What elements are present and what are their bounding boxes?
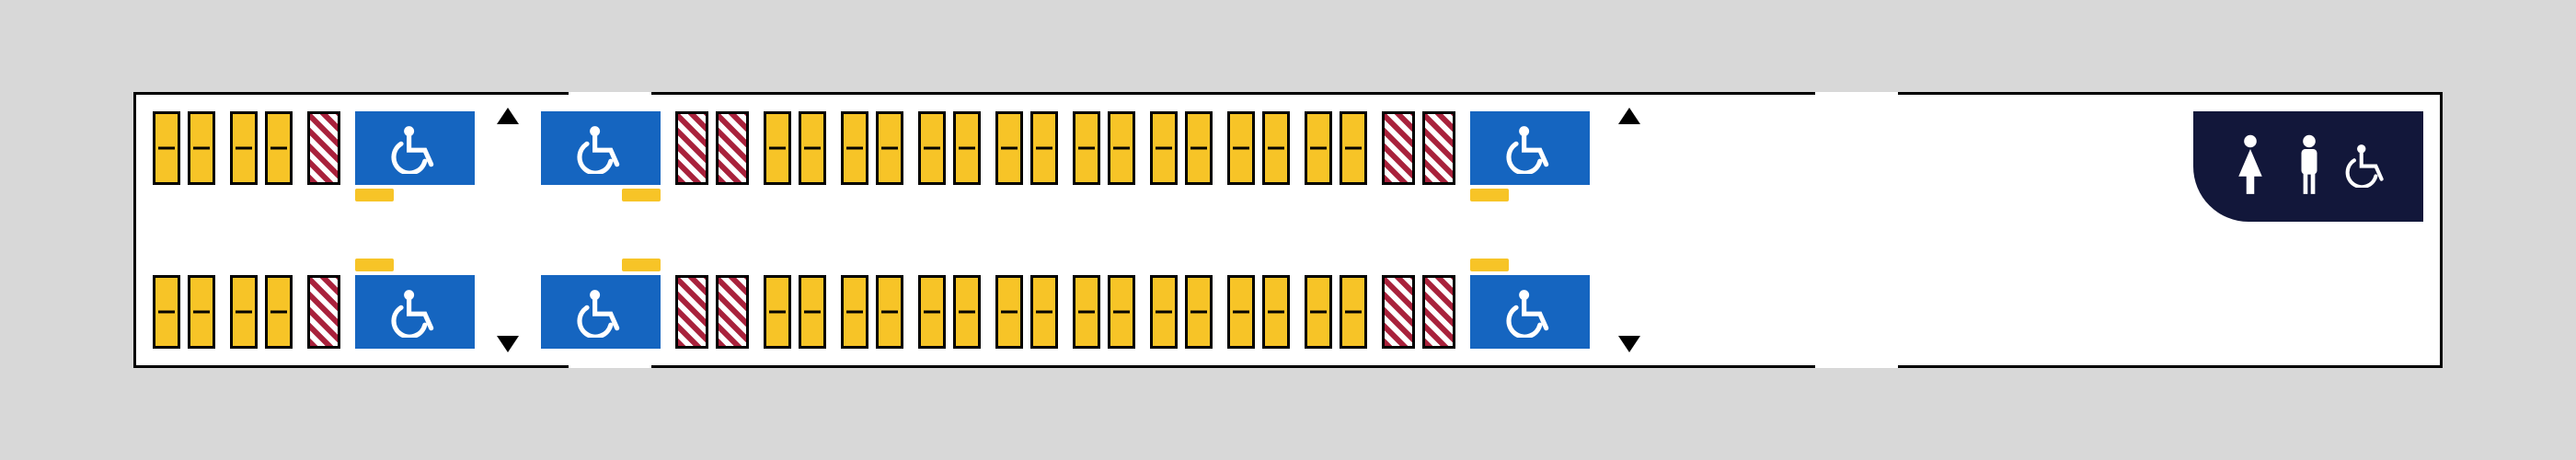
standard-seat	[153, 275, 180, 349]
priority-seat	[1422, 275, 1455, 349]
door-arrow-down-icon	[497, 336, 519, 352]
standard-seat	[1340, 111, 1367, 185]
standard-seat	[876, 111, 903, 185]
wheelchair-guide-tab	[1470, 189, 1509, 201]
standard-seat	[1108, 111, 1135, 185]
door-arrow-up-icon	[497, 108, 519, 124]
standard-seat	[995, 111, 1023, 185]
door-opening	[569, 365, 651, 368]
door-opening	[1815, 365, 1898, 368]
standard-seat	[953, 111, 981, 185]
standard-seat	[1227, 111, 1255, 185]
male-icon	[2285, 133, 2333, 201]
priority-seat	[675, 111, 708, 185]
wheelchair-space	[355, 275, 475, 349]
standard-seat	[1108, 275, 1135, 349]
standard-seat	[1305, 111, 1332, 185]
standard-seat	[1305, 275, 1332, 349]
door-gap	[1597, 111, 1662, 185]
standard-seat	[1150, 275, 1178, 349]
standard-seat	[953, 275, 981, 349]
standard-seat	[153, 111, 180, 185]
wheelchair-space	[1470, 275, 1590, 349]
standard-seat	[1030, 111, 1058, 185]
standard-seat	[799, 111, 826, 185]
wheelchair-space	[541, 111, 661, 185]
standard-seat	[841, 111, 868, 185]
priority-seat	[1382, 111, 1415, 185]
standard-seat	[1340, 275, 1367, 349]
standard-seat	[1262, 111, 1290, 185]
standard-seat	[918, 111, 946, 185]
wheelchair-space	[1470, 111, 1590, 185]
standard-seat	[1030, 275, 1058, 349]
wheelchair-guide-tab	[622, 259, 661, 271]
female-icon	[2226, 133, 2274, 201]
wheelchair-guide-tab	[622, 189, 661, 201]
wheelchair-icon	[2344, 142, 2390, 192]
standard-seat	[188, 111, 215, 185]
standard-seat	[188, 275, 215, 349]
door-arrow-up-icon	[1618, 108, 1640, 124]
priority-seat	[1422, 111, 1455, 185]
standard-seat	[1185, 111, 1213, 185]
standard-seat	[1150, 111, 1178, 185]
standard-seat	[841, 275, 868, 349]
standard-seat	[230, 111, 258, 185]
wheelchair-space	[355, 111, 475, 185]
door-arrow-down-icon	[1618, 336, 1640, 352]
standard-seat	[764, 111, 791, 185]
standard-seat	[1185, 275, 1213, 349]
priority-seat	[675, 275, 708, 349]
toilet-compartment	[2193, 111, 2423, 222]
seat-row-bottom	[153, 275, 1662, 349]
standard-seat	[918, 275, 946, 349]
priority-seat	[716, 275, 749, 349]
priority-seat	[716, 111, 749, 185]
priority-seat	[1382, 275, 1415, 349]
standard-seat	[230, 275, 258, 349]
train-car	[133, 92, 2443, 368]
standard-seat	[1073, 111, 1100, 185]
standard-seat	[1262, 275, 1290, 349]
wheelchair-guide-tab	[355, 189, 394, 201]
door-gap	[482, 275, 534, 349]
standard-seat	[995, 275, 1023, 349]
door-opening	[1815, 92, 1898, 95]
door-opening	[569, 92, 651, 95]
wheelchair-guide-tab	[355, 259, 394, 271]
standard-seat	[1227, 275, 1255, 349]
door-gap	[482, 111, 534, 185]
standard-seat	[876, 275, 903, 349]
standard-seat	[265, 275, 293, 349]
standard-seat	[799, 275, 826, 349]
priority-seat	[307, 275, 340, 349]
standard-seat	[764, 275, 791, 349]
wheelchair-guide-tab	[1470, 259, 1509, 271]
standard-seat	[1073, 275, 1100, 349]
wheelchair-space	[541, 275, 661, 349]
priority-seat	[307, 111, 340, 185]
seat-row-top	[153, 111, 1662, 185]
standard-seat	[265, 111, 293, 185]
door-gap	[1597, 275, 1662, 349]
